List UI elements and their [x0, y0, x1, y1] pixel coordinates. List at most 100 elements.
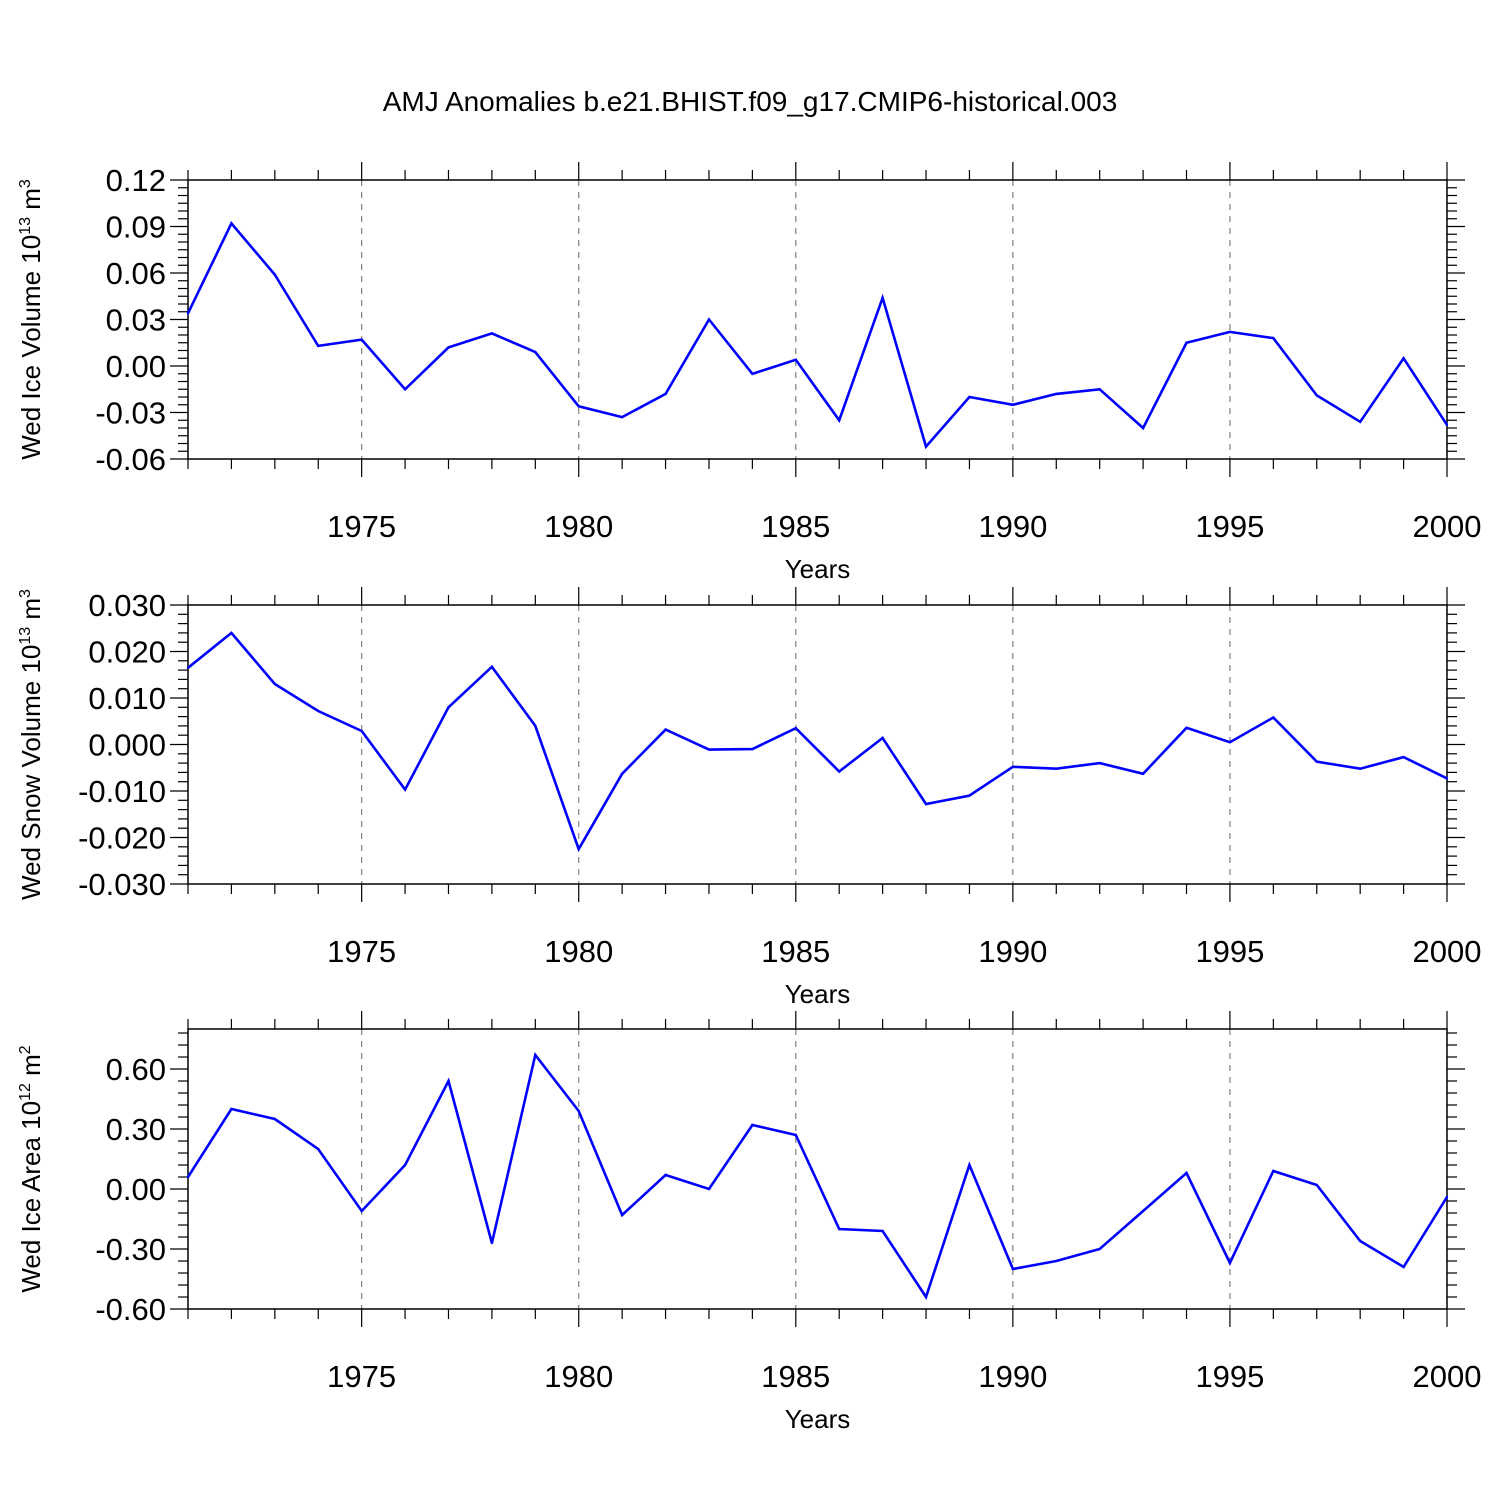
data-point: [317, 1147, 320, 1151]
data-point: [1402, 755, 1405, 759]
data-point: [838, 770, 841, 773]
data-point: [360, 1209, 363, 1213]
data-point: [577, 405, 580, 408]
x-tick-label: 1995: [1195, 1359, 1264, 1394]
data-point: [273, 682, 277, 686]
data-point: [751, 1123, 754, 1127]
x-tick-label: 1985: [761, 1359, 830, 1394]
data-point: [794, 727, 797, 730]
data-point: [1315, 760, 1318, 763]
data-point: [1141, 1209, 1145, 1213]
data-point: [403, 1163, 407, 1167]
series-line: [186, 1052, 1449, 1300]
data-point: [447, 346, 450, 349]
data-point: [1228, 740, 1232, 744]
data-point: [577, 847, 580, 851]
y-tick-label: 0.60: [106, 1052, 166, 1087]
y-tick-label: 0.000: [88, 728, 166, 763]
data-point: [1098, 388, 1101, 391]
x-tick-label: 1975: [327, 1359, 396, 1394]
x-tick-label: 1980: [544, 509, 613, 544]
data-point: [360, 729, 363, 733]
data-point: [490, 665, 494, 669]
data-point: [751, 747, 754, 751]
data-point: [1358, 1239, 1362, 1243]
y-tick-label: 0.30: [106, 1112, 166, 1147]
x-tick-label: 2000: [1413, 1359, 1482, 1394]
y-tick-label: 0.030: [88, 588, 166, 623]
data-point: [403, 788, 407, 791]
y-tick-label: 0.020: [88, 635, 166, 670]
x-tick-label: 2000: [1413, 509, 1482, 544]
data-point: [1402, 1265, 1405, 1269]
y-tick-label: 0.09: [106, 210, 166, 245]
x-tick-label: 1990: [978, 934, 1047, 969]
data-point: [1011, 1267, 1015, 1271]
y-tick-label: -0.60: [95, 1292, 166, 1327]
data-point: [490, 332, 494, 335]
data-point: [273, 273, 277, 276]
data-point: [968, 1163, 971, 1167]
y-tick-label: 0.010: [88, 681, 166, 716]
data-point: [186, 666, 190, 669]
data-point: [1445, 423, 1449, 427]
data-point: [577, 1109, 580, 1113]
data-point: [838, 419, 841, 422]
data-point: [924, 1295, 928, 1299]
data-point: [1445, 1195, 1449, 1199]
chart-title: AMJ Anomalies b.e21.BHIST.f09_g17.CMIP6-…: [382, 86, 1118, 117]
x-tick-label: 1995: [1195, 934, 1264, 969]
panel-1: -0.06 -0.03 0.00 0.03 0.06 0.09 0.12 1975 1980 19…: [16, 162, 1481, 584]
data-point: [881, 1229, 884, 1233]
plot-frame: [187, 1028, 1448, 1310]
series-line: [187, 631, 1448, 853]
data-point: [924, 445, 928, 448]
data-point: [534, 1053, 537, 1057]
data-point: [620, 1213, 624, 1217]
data-point: [1272, 716, 1275, 719]
data-point: [838, 1227, 841, 1231]
plot-frame: [187, 179, 1448, 460]
data-point: [664, 392, 667, 396]
data-point: [317, 709, 320, 713]
data-point: [534, 350, 537, 354]
y-tick-label: 0.12: [106, 163, 166, 198]
x-tick-label: 1975: [327, 509, 396, 544]
data-point: [968, 794, 971, 797]
y-tick-label: -0.010: [78, 774, 166, 809]
data-point: [1141, 772, 1145, 775]
data-point: [1358, 420, 1362, 423]
data-point: [1098, 1247, 1101, 1251]
data-point: [1185, 1171, 1188, 1175]
data-point: [186, 312, 190, 315]
data-point: [490, 1241, 494, 1245]
x-tick-label: 1975: [327, 934, 396, 969]
data-point: [1315, 1183, 1318, 1187]
x-tick-label: 1980: [544, 1359, 613, 1394]
data-point: [230, 1107, 233, 1111]
data-point: [1185, 726, 1188, 729]
y-tick-label: -0.03: [95, 396, 166, 431]
data-point: [1272, 336, 1275, 340]
x-tick-label: 1990: [978, 1359, 1047, 1394]
plot-frame: [187, 604, 1448, 885]
data-point: [534, 724, 537, 728]
x-axis-label: Years: [785, 554, 851, 584]
y-tick-label: -0.020: [78, 821, 166, 856]
data-point: [186, 1175, 190, 1179]
x-axis-label: Years: [785, 979, 851, 1009]
x-tick-label: 1985: [761, 934, 830, 969]
y-tick-label: -0.06: [95, 442, 166, 477]
data-point: [1098, 761, 1101, 765]
data-point: [1185, 341, 1188, 344]
x-axis-label: Years: [785, 1404, 851, 1434]
data-point: [447, 706, 450, 709]
data-point: [968, 395, 971, 399]
data-point: [707, 748, 711, 751]
data-point: [664, 1173, 667, 1177]
x-tick-label: 1990: [978, 509, 1047, 544]
data-point: [403, 388, 407, 391]
panel-3: -0.60 -0.30 0.00 0.30 0.60 1975 1980 1985 1990 19…: [16, 1011, 1481, 1434]
y-axis-label: Wed Ice Area 1012 m2: [16, 1045, 46, 1292]
x-tick-label: 1980: [544, 934, 613, 969]
